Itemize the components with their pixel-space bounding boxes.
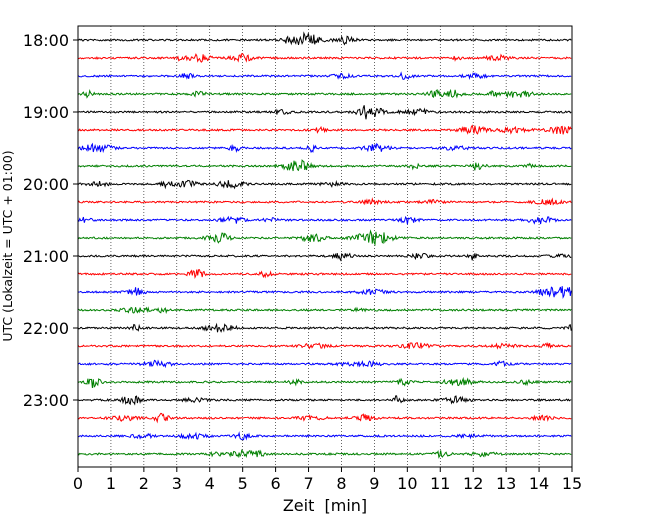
x-tick-label: 4 xyxy=(205,474,215,493)
y-axis-label: UTC (Lokalzeit = UTC + 01:00) xyxy=(0,150,15,341)
trace-line xyxy=(77,269,572,279)
x-tick-label: 9 xyxy=(369,474,379,493)
trace-line xyxy=(77,395,572,406)
x-tick-label: 10 xyxy=(397,474,417,493)
x-tick-label: 0 xyxy=(73,474,83,493)
trace-line xyxy=(77,449,572,459)
trace-line xyxy=(77,159,572,172)
x-tick-label: 14 xyxy=(529,474,549,493)
y-axis: 18:00 19:00 20:00 21:00 22:00 23:00 xyxy=(23,31,78,410)
x-tick-label: 12 xyxy=(463,474,483,493)
trace-line xyxy=(77,229,572,247)
trace-line xyxy=(77,53,572,63)
trace-line xyxy=(77,71,572,81)
x-axis-label: Zeit [min] xyxy=(283,496,367,515)
trace-line xyxy=(77,124,572,135)
trace-line xyxy=(77,179,572,190)
trace-line xyxy=(77,431,572,441)
trace-line xyxy=(77,412,572,424)
trace-line xyxy=(77,31,572,46)
x-tick-label: 13 xyxy=(496,474,516,493)
trace-line xyxy=(77,286,572,300)
trace-line xyxy=(77,359,572,369)
y-tick-label: 21:00 xyxy=(23,247,69,266)
x-tick-label: 7 xyxy=(303,474,313,493)
y-tick-label: 20:00 xyxy=(23,175,69,194)
trace-line xyxy=(77,88,572,99)
x-tick-label: 6 xyxy=(271,474,281,493)
y-tick-label: 18:00 xyxy=(23,31,69,50)
seismic-traces xyxy=(77,31,572,459)
plot-frame xyxy=(77,25,573,468)
y-tick-label: 22:00 xyxy=(23,319,69,338)
x-tick-label: 2 xyxy=(139,474,149,493)
trace-line xyxy=(77,376,572,389)
trace-line xyxy=(77,341,572,350)
x-tick-label: 11 xyxy=(430,474,450,493)
trace-line xyxy=(77,306,572,315)
y-tick-label: 19:00 xyxy=(23,103,69,122)
trace-line xyxy=(77,142,572,154)
x-axis: 0 1 2 3 4 5 6 7 8 9 10 11 12 13 14 15 xyxy=(73,467,582,493)
x-tick-label: 1 xyxy=(106,474,116,493)
x-tick-label: 3 xyxy=(172,474,182,493)
trace-line xyxy=(77,252,572,262)
trace-line xyxy=(77,215,572,225)
y-tick-label: 23:00 xyxy=(23,391,69,410)
trace-line xyxy=(77,105,572,120)
trace-line xyxy=(77,197,572,206)
x-tick-label: 8 xyxy=(336,474,346,493)
trace-line xyxy=(77,322,572,333)
x-tick-label: 5 xyxy=(238,474,248,493)
x-tick-label: 15 xyxy=(562,474,582,493)
